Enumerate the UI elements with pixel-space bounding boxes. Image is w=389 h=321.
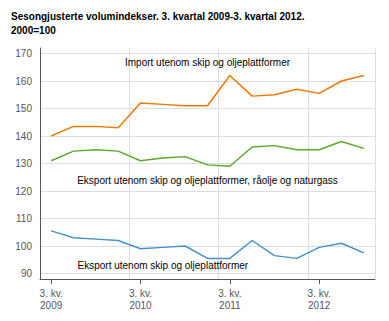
svg-text:2009: 2009 — [40, 300, 63, 311]
svg-text:Eksport utenom skip og oljepla: Eksport utenom skip og oljeplattformer — [78, 260, 249, 271]
svg-text:2011: 2011 — [219, 300, 241, 311]
svg-text:2000=100: 2000=100 — [11, 25, 56, 36]
svg-text:2010: 2010 — [129, 300, 152, 311]
svg-text:3. kv.: 3. kv. — [40, 288, 63, 299]
svg-text:140: 140 — [15, 131, 32, 142]
svg-text:130: 130 — [15, 158, 32, 169]
svg-text:2012: 2012 — [308, 300, 331, 311]
svg-text:Import utenom skip og oljeplat: Import utenom skip og oljeplattformer — [125, 57, 291, 68]
svg-text:3. kv.: 3. kv. — [129, 288, 152, 299]
svg-text:Sesongjusterte volumindekser.: Sesongjusterte volumindekser. 3. kvartal… — [11, 11, 305, 22]
svg-text:120: 120 — [15, 186, 32, 197]
svg-text:150: 150 — [15, 103, 32, 114]
svg-text:Eksport utenom skip og oljepla: Eksport utenom skip og oljeplattformer, … — [77, 175, 338, 186]
svg-text:160: 160 — [15, 76, 32, 87]
svg-text:110: 110 — [16, 213, 32, 224]
svg-text:3. kv.: 3. kv. — [308, 288, 331, 299]
svg-text:90: 90 — [21, 268, 33, 279]
svg-text:170: 170 — [15, 48, 32, 59]
svg-text:3. kv.: 3. kv. — [218, 288, 241, 299]
svg-text:100: 100 — [15, 241, 32, 252]
